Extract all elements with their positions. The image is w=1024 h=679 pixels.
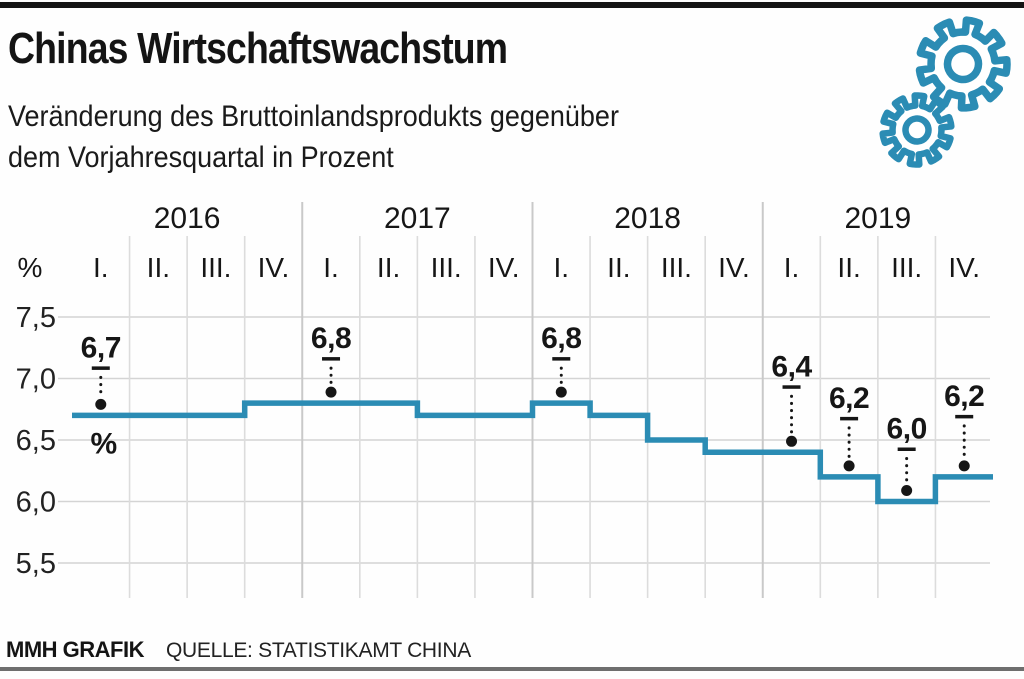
quarter-label: IV. bbox=[488, 252, 520, 283]
subtitle-line-1: Veränderung des Bruttoinlandsprodukts ge… bbox=[8, 100, 619, 133]
page-title: Chinas Wirtschaftswachstum bbox=[8, 24, 508, 73]
annotation-dash bbox=[91, 366, 110, 370]
quarter-label: I. bbox=[93, 252, 109, 283]
axis-unit-label: % bbox=[18, 252, 43, 283]
value-annotation: 6,8 bbox=[541, 322, 582, 398]
unit-annotation: % bbox=[90, 427, 117, 460]
annotation-value-label: 6,7 bbox=[81, 331, 121, 364]
annotation-dash bbox=[955, 414, 974, 419]
subtitle-line-2: dem Vorjahresquartal in Prozent bbox=[8, 141, 394, 174]
quarter-label: I. bbox=[784, 252, 800, 283]
quarter-label: II. bbox=[147, 252, 170, 283]
annotation-dot bbox=[95, 398, 107, 410]
gdp-step-line bbox=[72, 400, 993, 505]
footer-source: QUELLE: STATISTIKAMT CHINA bbox=[165, 639, 471, 662]
page-subtitle: Veränderung des Bruttoinlandsprodukts ge… bbox=[8, 96, 619, 178]
top-rule bbox=[0, 2, 1024, 8]
annotation-dot bbox=[325, 386, 337, 398]
quarter-label: III. bbox=[431, 252, 462, 283]
y-tick-label: 7,0 bbox=[16, 364, 56, 396]
annotation-value-label: 6,8 bbox=[311, 322, 351, 355]
value-annotation: 6,2 bbox=[829, 382, 870, 472]
annotation-dash bbox=[552, 357, 571, 361]
annotation-value-label: 6,2 bbox=[944, 380, 984, 413]
quarter-label: IV. bbox=[258, 252, 290, 283]
quarter-label: IV. bbox=[948, 252, 980, 283]
year-label: 2017 bbox=[384, 202, 451, 235]
value-annotation: 6,0 bbox=[887, 413, 927, 496]
value-annotation: 6,4 bbox=[771, 350, 813, 447]
quarter-label: I. bbox=[554, 252, 570, 283]
annotation-dot bbox=[901, 485, 913, 496]
annotation-dash bbox=[782, 385, 801, 389]
quarter-label: II. bbox=[377, 252, 400, 283]
footer-brand: MMH GRAFIK bbox=[6, 637, 144, 662]
year-label: 2018 bbox=[614, 202, 681, 235]
annotation-dot bbox=[786, 435, 798, 447]
annotation-dash bbox=[322, 357, 341, 361]
quarter-label: III. bbox=[891, 252, 922, 283]
value-annotation: 6,2 bbox=[944, 380, 985, 472]
annotation-dot bbox=[958, 460, 970, 472]
annotation-value-label: 6,4 bbox=[771, 350, 812, 383]
y-tick-label: 7,5 bbox=[16, 302, 56, 334]
quarter-label: III. bbox=[661, 252, 692, 283]
bottom-rule bbox=[0, 667, 1024, 671]
quarter-label: II. bbox=[837, 252, 860, 283]
year-label: 2019 bbox=[845, 202, 912, 235]
annotation-dash bbox=[897, 447, 916, 451]
y-tick-label: 6,5 bbox=[16, 425, 56, 457]
annotation-dot bbox=[843, 460, 855, 472]
y-tick-label: 6,0 bbox=[16, 487, 56, 519]
annotation-value-label: 6,0 bbox=[887, 413, 927, 446]
quarter-label: IV. bbox=[718, 252, 750, 283]
quarter-label: III. bbox=[200, 252, 231, 283]
annotation-value-label: 6,2 bbox=[829, 382, 869, 415]
year-label: 2016 bbox=[154, 202, 221, 235]
annotation-dash bbox=[840, 416, 859, 421]
gear-icon-small bbox=[879, 92, 955, 168]
gear-icon-large bbox=[915, 16, 1011, 112]
y-tick-label: 5,5 bbox=[16, 548, 56, 580]
annotation-value-label: 6,8 bbox=[541, 322, 581, 355]
value-annotation: 6,7 bbox=[81, 331, 121, 410]
footer: MMH GRAFIK QUELLE: STATISTIKAMT CHINA bbox=[6, 637, 471, 663]
quarter-label: I. bbox=[323, 252, 339, 283]
quarter-label: II. bbox=[607, 252, 630, 283]
annotation-dot bbox=[555, 386, 567, 398]
value-annotation: 6,8 bbox=[311, 322, 352, 398]
